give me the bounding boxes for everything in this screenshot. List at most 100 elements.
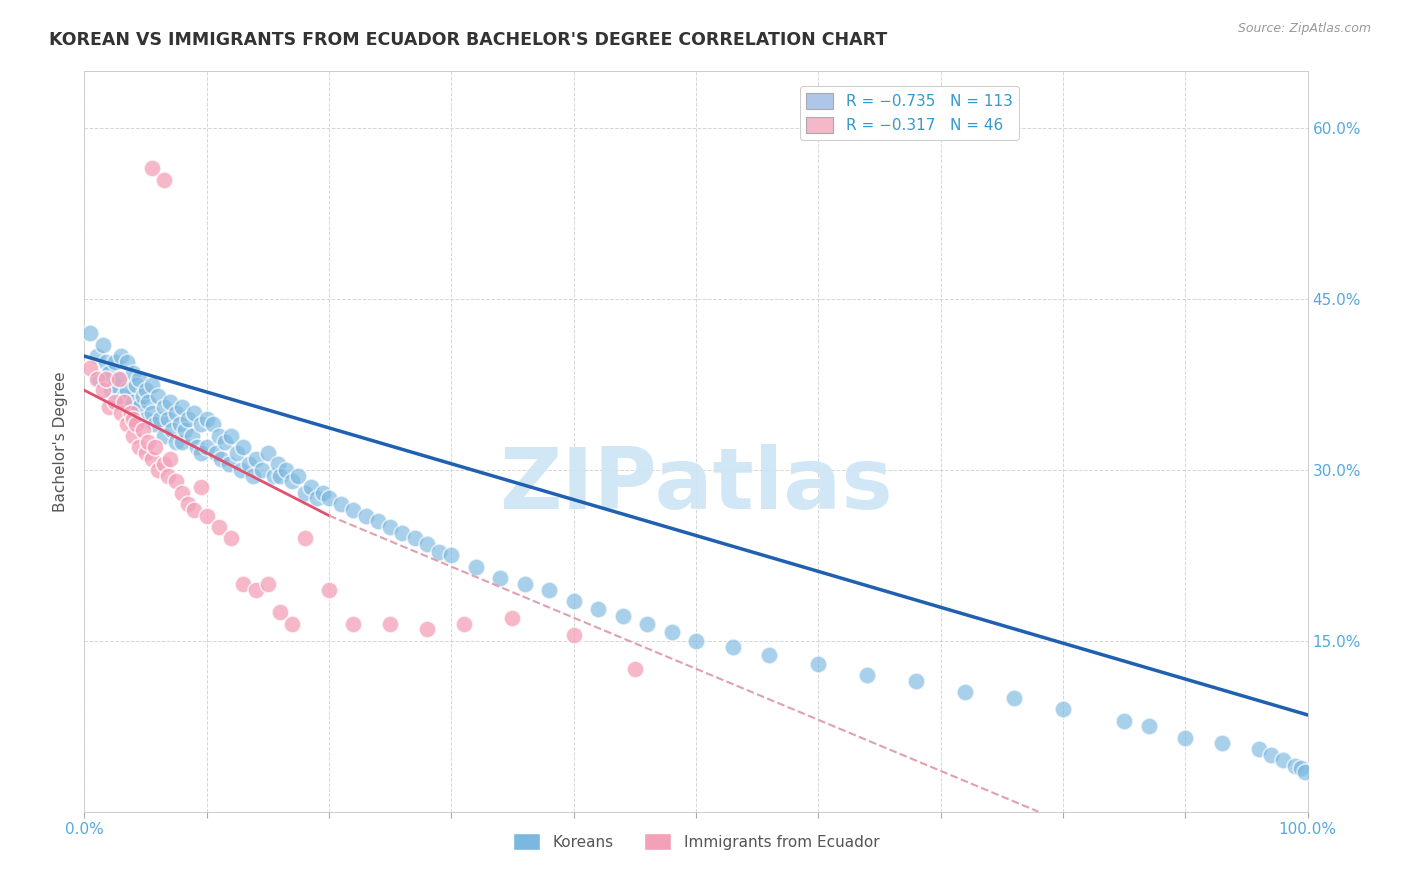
Point	[183, 406, 205, 420]
Point	[721, 640, 744, 654]
Point	[242, 468, 264, 483]
Point	[1137, 719, 1160, 733]
Point	[354, 508, 377, 523]
Point	[190, 417, 212, 432]
Point	[97, 366, 120, 380]
Point	[165, 434, 187, 449]
Point	[269, 468, 291, 483]
Point	[107, 372, 129, 386]
Point	[257, 446, 280, 460]
Point	[86, 372, 108, 386]
Point	[1052, 702, 1074, 716]
Point	[416, 623, 439, 637]
Text: ZIPatlas: ZIPatlas	[499, 444, 893, 527]
Point	[149, 411, 172, 425]
Point	[172, 434, 194, 449]
Point	[143, 417, 166, 432]
Point	[143, 440, 166, 454]
Point	[562, 628, 585, 642]
Point	[219, 532, 242, 546]
Point	[1294, 764, 1316, 779]
Point	[141, 161, 163, 176]
Point	[205, 446, 228, 460]
Point	[110, 406, 132, 420]
Point	[177, 497, 200, 511]
Point	[128, 401, 150, 415]
Point	[128, 372, 150, 386]
Point	[91, 337, 114, 351]
Point	[294, 485, 316, 500]
Point	[305, 491, 328, 506]
Point	[281, 475, 304, 489]
Point	[685, 633, 707, 648]
Legend: Koreans, Immigrants from Ecuador: Koreans, Immigrants from Ecuador	[506, 827, 886, 856]
Point	[195, 508, 218, 523]
Point	[91, 384, 114, 398]
Point	[1247, 742, 1270, 756]
Point	[146, 389, 169, 403]
Point	[219, 429, 242, 443]
Point	[190, 480, 212, 494]
Point	[257, 577, 280, 591]
Point	[183, 503, 205, 517]
Point	[318, 491, 340, 506]
Point	[612, 608, 634, 623]
Point	[79, 326, 101, 341]
Point	[758, 648, 780, 662]
Point	[186, 440, 208, 454]
Point	[1260, 747, 1282, 762]
Point	[97, 401, 120, 415]
Point	[208, 520, 231, 534]
Point	[538, 582, 561, 597]
Point	[562, 594, 585, 608]
Point	[104, 377, 127, 392]
Point	[287, 468, 309, 483]
Point	[312, 485, 335, 500]
Point	[586, 602, 609, 616]
Point	[367, 514, 389, 528]
Point	[226, 446, 249, 460]
Point	[173, 423, 195, 437]
Point	[132, 423, 155, 437]
Point	[208, 429, 231, 443]
Point	[245, 582, 267, 597]
Point	[87, 372, 110, 386]
Point	[153, 429, 176, 443]
Point	[136, 394, 159, 409]
Point	[232, 577, 254, 591]
Point	[1211, 736, 1233, 750]
Point	[807, 657, 830, 671]
Point	[905, 673, 928, 688]
Point	[391, 525, 413, 540]
Point	[112, 394, 135, 409]
Point	[153, 458, 176, 472]
Point	[299, 480, 322, 494]
Point	[162, 423, 184, 437]
Point	[1174, 731, 1197, 745]
Point	[172, 485, 194, 500]
Point	[172, 401, 194, 415]
Point	[141, 451, 163, 466]
Point	[120, 401, 142, 415]
Point	[100, 384, 122, 398]
Point	[380, 616, 402, 631]
Point	[232, 440, 254, 454]
Point	[96, 355, 118, 369]
Point	[135, 411, 157, 425]
Point	[115, 417, 138, 432]
Point	[276, 463, 298, 477]
Point	[380, 520, 402, 534]
Point	[159, 394, 181, 409]
Point	[135, 384, 157, 398]
Point	[128, 440, 150, 454]
Point	[125, 377, 148, 392]
Point	[195, 411, 218, 425]
Point	[238, 458, 260, 472]
Point	[229, 463, 252, 477]
Point	[107, 394, 129, 409]
Point	[214, 434, 236, 449]
Point	[661, 624, 683, 639]
Point	[404, 532, 426, 546]
Point	[115, 355, 138, 369]
Point	[125, 417, 148, 432]
